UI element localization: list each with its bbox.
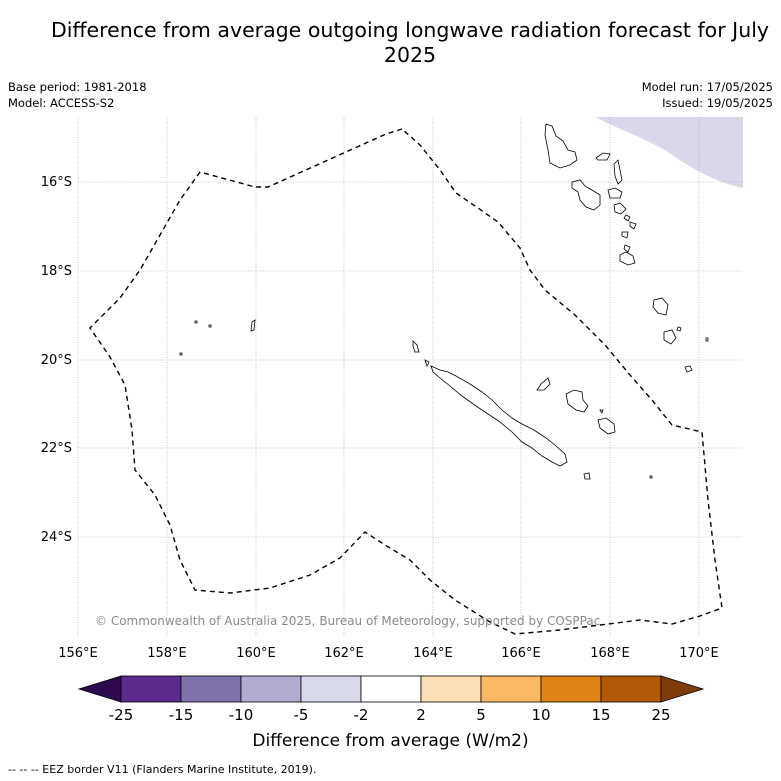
- colorbar-segment: [480, 675, 542, 703]
- colorbar-segment: [180, 675, 242, 703]
- colorbar-segment: [420, 675, 482, 703]
- map-frame: [77, 117, 743, 636]
- lat-tick-16s: 16°S: [40, 175, 72, 190]
- lon-tick-160e: 160°E: [236, 646, 276, 661]
- vanuatu-islands: [544, 123, 709, 373]
- colorbar-label: -15: [168, 706, 194, 724]
- colorbar-segment: [600, 675, 662, 703]
- lon-tick-162e: 162°E: [324, 646, 364, 661]
- colorbar-label: -2: [353, 706, 369, 724]
- colorbar-label: 2: [416, 706, 426, 724]
- colorbar-segment: [360, 675, 422, 703]
- colorbar-label: -25: [108, 706, 134, 724]
- lon-tick-156e: 156°E: [58, 646, 98, 661]
- colorbar-segment: [540, 675, 602, 703]
- colorbar-label: -5: [293, 706, 309, 724]
- lon-tick-166e: 166°E: [501, 646, 541, 661]
- gridlines: [77, 117, 743, 636]
- issued-date: Issued: 19/05/2025: [662, 96, 773, 110]
- colorbar-label: 5: [476, 706, 486, 724]
- colorbar-segment: [240, 675, 302, 703]
- lat-tick-20s: 20°S: [40, 353, 72, 368]
- new-caledonia: [412, 340, 653, 480]
- colorbar-title: Difference from average (W/m2): [252, 731, 529, 751]
- colorbar-segment: [120, 675, 182, 703]
- lon-tick-158e: 158°E: [147, 646, 187, 661]
- meta-left: Base period: 1981-2018 Model: ACCESS-S2: [8, 79, 147, 111]
- lon-tick-168e: 168°E: [590, 646, 630, 661]
- anomaly-region: [596, 117, 743, 188]
- model-name: Model: ACCESS-S2: [8, 96, 115, 110]
- lat-tick-22s: 22°S: [40, 441, 72, 456]
- eez-border: [89, 128, 723, 635]
- colorbar-label: 25: [651, 706, 671, 724]
- small-west-islands: [179, 319, 256, 356]
- colorbar-segment: [300, 675, 362, 703]
- chart-title: Difference from average outgoing longwav…: [50, 18, 770, 67]
- colorbar-label: 15: [591, 706, 611, 724]
- lat-tick-18s: 18°S: [40, 264, 72, 279]
- copyright-text: © Commonwealth of Australia 2025, Bureau…: [95, 614, 601, 628]
- colorbar-extend-high: [660, 675, 705, 703]
- lon-tick-164e: 164°E: [413, 646, 453, 661]
- lat-tick-24s: 24°S: [40, 530, 72, 545]
- lon-tick-170e: 170°E: [679, 646, 719, 661]
- eez-legend-note: -- -- -- EEZ border V11 (Flanders Marine…: [8, 763, 317, 776]
- meta-right: Model run: 17/05/2025 Issued: 19/05/2025: [642, 79, 773, 111]
- colorbar-label: -10: [228, 706, 254, 724]
- base-period: Base period: 1981-2018: [8, 80, 147, 94]
- model-run: Model run: 17/05/2025: [641, 80, 773, 94]
- colorbar-label: 10: [531, 706, 551, 724]
- colorbar-extend-low: [77, 675, 122, 703]
